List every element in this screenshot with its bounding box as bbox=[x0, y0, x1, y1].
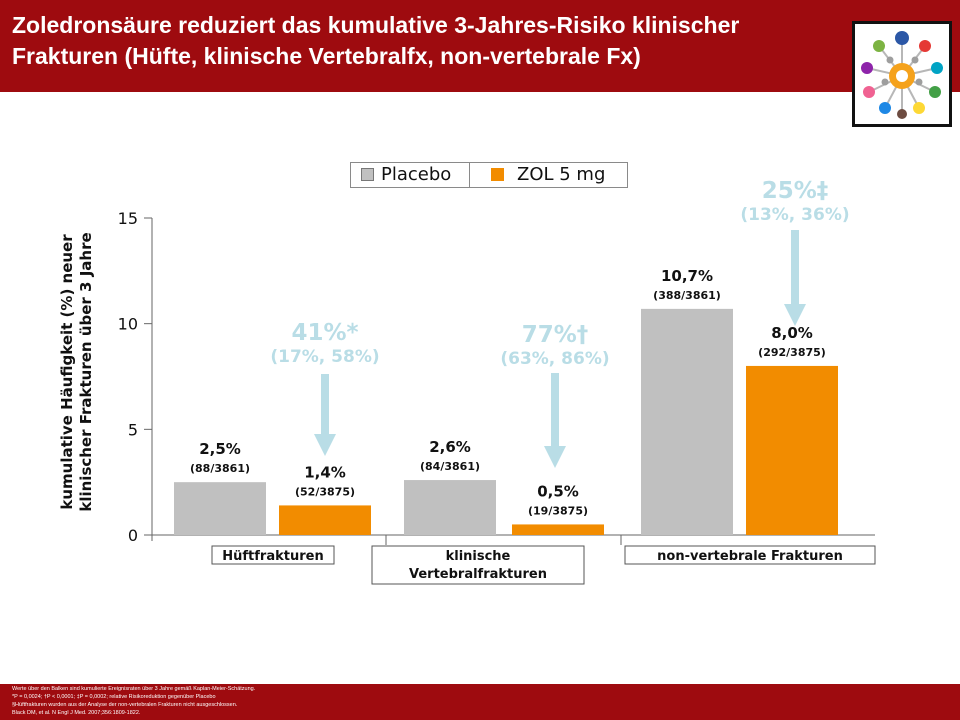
bar-value-label: 8,0% bbox=[771, 324, 813, 342]
risk-reduction-value: 77%† bbox=[522, 322, 589, 348]
bar-count-label: (52/3875) bbox=[295, 485, 355, 498]
arrow-down-icon bbox=[784, 304, 806, 326]
arrow-down-icon bbox=[544, 446, 566, 468]
bar-placebo bbox=[641, 308, 733, 535]
y-tick-label: 10 bbox=[118, 315, 138, 334]
bar-value-label: 0,5% bbox=[537, 482, 579, 500]
risk-reduction-ci: (63%, 86%) bbox=[500, 349, 609, 369]
bar-value-label: 2,5% bbox=[199, 440, 241, 458]
legend-swatch-placebo bbox=[361, 168, 374, 181]
footnotes: Werte über den Balken sind kumulierte Er… bbox=[0, 684, 960, 720]
legend-divider bbox=[469, 163, 470, 187]
risk-reduction-ci: (13%, 36%) bbox=[740, 205, 849, 225]
category-label-box bbox=[371, 545, 585, 585]
category-label: Hüftfrakturen bbox=[222, 549, 323, 564]
legend-label-zol: ZOL 5 mg bbox=[517, 164, 606, 185]
bar-value-label: 2,6% bbox=[429, 438, 471, 456]
category-label-box bbox=[624, 545, 876, 565]
category-label-line-2: Vertebralfrakturen bbox=[409, 567, 547, 582]
chart-bars bbox=[174, 308, 838, 535]
arrow-shaft bbox=[791, 230, 799, 306]
bar-placebo bbox=[404, 480, 496, 535]
slide-title-line-2: Frakturen (Hüfte, klinische Vertebralfx,… bbox=[12, 43, 641, 69]
category-label: klinische bbox=[446, 549, 511, 564]
category-label-box bbox=[211, 545, 335, 565]
risk-reduction-annotations: 41%*(17%, 58%) 77%†(63%, 86%) 25%‡(13%, 36… bbox=[270, 178, 850, 468]
arrow-shaft bbox=[551, 373, 559, 448]
slide-title-line-1: Zoledronsäure reduziert das kumulative 3… bbox=[12, 12, 740, 38]
bar-placebo bbox=[174, 482, 266, 535]
arrow-down-icon bbox=[314, 434, 336, 456]
logo bbox=[852, 21, 952, 127]
bar-count-label: (88/3861) bbox=[190, 462, 250, 475]
footnote-reference: Black DM, et al. N Engl J Med. 2007;356:… bbox=[12, 710, 141, 716]
bar-zol bbox=[512, 524, 604, 535]
bar-value-label: 10,7% bbox=[661, 267, 713, 285]
bar-data-labels: 2,5% (88/3861) 1,4% (52/3875) 2,6% (84/3861) 0… bbox=[190, 267, 826, 518]
category-labels: Hüftfrakturen klinische Vertebralfrakturen… bbox=[211, 545, 876, 585]
title-bar: Zoledronsäure reduziert das kumulative 3… bbox=[0, 0, 960, 92]
footnote-line-3: §Hüftfrakturen wurden aus der Analyse de… bbox=[12, 702, 238, 708]
legend-label-placebo: Placebo bbox=[381, 164, 452, 185]
y-axis-title-line-1: kumulative Häufigkeit (%) neuer bbox=[58, 234, 76, 510]
bar-zol bbox=[746, 365, 838, 535]
y-tick-label: 5 bbox=[128, 420, 138, 439]
y-tick-label: 0 bbox=[128, 526, 138, 545]
slide-title: Zoledronsäure reduziert das kumulative 3… bbox=[12, 10, 852, 72]
y-tick-label: 15 bbox=[118, 209, 138, 228]
chart-legend: Placebo ZOL 5 mg bbox=[350, 162, 628, 188]
bar-count-label: (84/3861) bbox=[420, 460, 480, 473]
risk-reduction-ci: (17%, 58%) bbox=[270, 347, 379, 367]
y-axis-title-line-2: klinischer Frakturen über 3 Jahre bbox=[77, 232, 95, 511]
molecule-network-icon bbox=[861, 31, 943, 119]
bar-count-label: (292/3875) bbox=[758, 346, 826, 359]
y-axis-title: kumulative Häufigkeit (%) neuer klinisch… bbox=[58, 232, 95, 511]
bar-zol bbox=[279, 505, 371, 535]
bar-count-label: (388/3861) bbox=[653, 289, 721, 302]
risk-reduction-value: 25%‡ bbox=[762, 178, 829, 204]
bar-count-label: (19/3875) bbox=[528, 504, 588, 517]
footnote-line-1: Werte über den Balken sind kumulierte Er… bbox=[12, 686, 256, 692]
legend-swatch-zol bbox=[491, 168, 504, 181]
category-label: non-vertebrale Frakturen bbox=[657, 549, 843, 564]
footnote-line-2: *P = 0,0024; †P < 0,0001; ‡P = 0,0002; r… bbox=[12, 694, 216, 700]
arrow-shaft bbox=[321, 374, 329, 436]
bar-value-label: 1,4% bbox=[304, 463, 346, 481]
risk-reduction-value: 41%* bbox=[291, 320, 358, 346]
